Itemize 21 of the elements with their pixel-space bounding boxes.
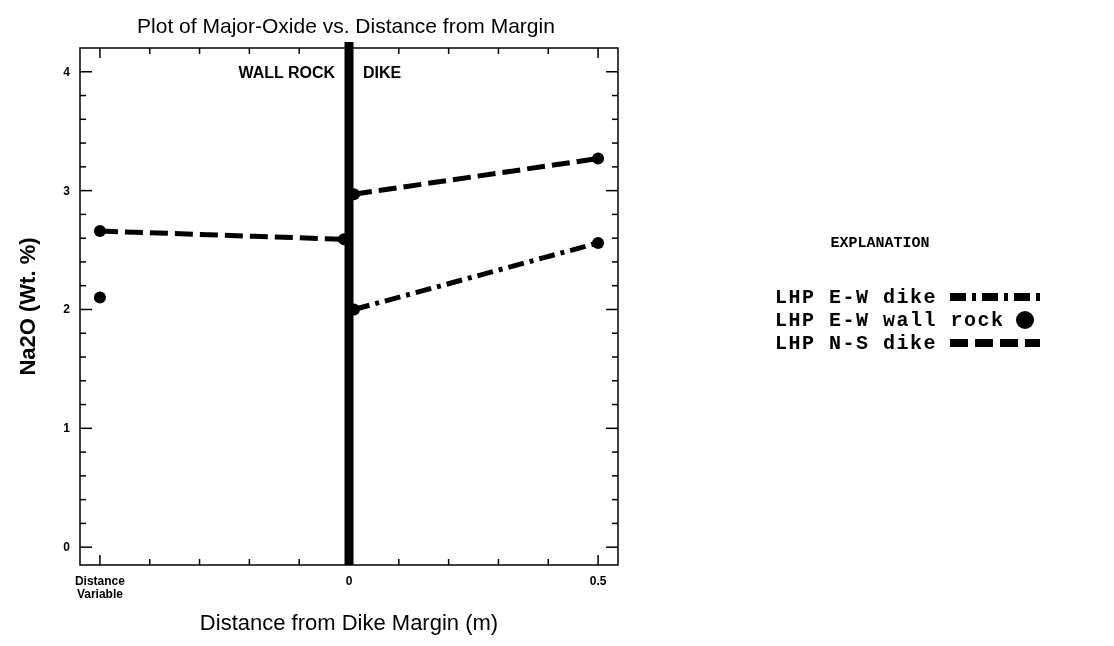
legend-label: LHP E-W wall rock [775,309,1005,332]
x-tick-label: Distance Variable [74,574,126,601]
legend-label: LHP E-W dike [775,286,938,309]
y-tick-label: 4 [63,64,71,79]
y-tick-label: 0 [63,540,71,555]
x-tick-label: 0 [345,574,353,588]
annotation: DIKE [363,64,402,81]
legend-label: LHP N-S dike [775,332,938,355]
y-axis-title: Na2O (Wt. %) [15,237,40,376]
legend-title: EXPLANATION [830,235,930,252]
annotation: WALL ROCK [238,64,336,81]
y-tick-label: 2 [63,302,71,317]
point [93,291,106,304]
point [592,152,605,165]
y-tick-label: 1 [63,421,71,436]
x-tick-label: 0.5 [589,574,607,588]
point [93,225,106,238]
y-tick-label: 3 [63,183,71,198]
point [592,236,605,249]
chart-title: Plot of Major-Oxide vs. Distance from Margin [137,14,555,37]
x-axis-title: Distance from Dike Margin (m) [199,610,499,635]
